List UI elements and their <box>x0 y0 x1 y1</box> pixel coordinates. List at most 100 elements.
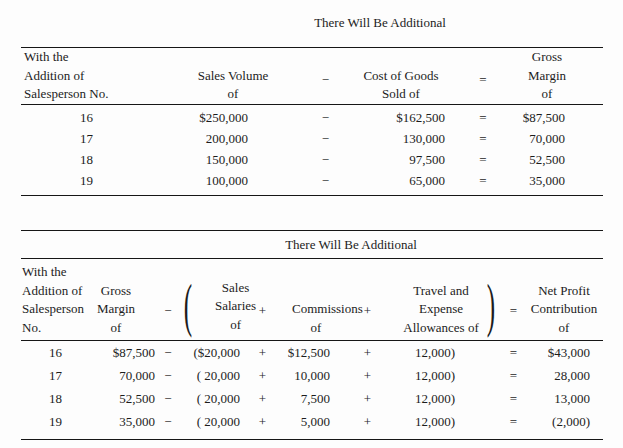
plus-operator: + <box>245 364 280 387</box>
equals-operator: = <box>451 170 515 191</box>
spacer <box>480 341 502 364</box>
cell-cost-of-goods: 130,000 <box>351 128 451 149</box>
table-row: 17 70,000 − ( 20,000 + 10,000 + 12,000) … <box>21 364 603 387</box>
spacer <box>480 387 502 410</box>
equals-operator: = <box>451 128 515 149</box>
table-row: 17 200,000 − 130,000 = 70,000 <box>21 128 603 149</box>
header-line: Salesperson No. <box>24 85 166 104</box>
table-row: 19 35,000 − ( 20,000 + 5,000 + 12,000) =… <box>21 410 603 433</box>
cell-sales-salaries: ($20,000 <box>178 341 245 364</box>
plus-operator: + <box>340 341 395 364</box>
table2-header-row: With the Addition of Salesperson No. Gro… <box>21 259 603 341</box>
header-line: Margin <box>90 300 142 319</box>
header-line: Salesperson <box>22 300 90 319</box>
plus-operator: + <box>245 410 280 433</box>
plus-operator: + <box>340 387 395 410</box>
equals-operator: = <box>502 302 525 341</box>
header-commissions: Commissions of <box>280 300 340 340</box>
cell-salesperson-no: 17 <box>21 128 166 149</box>
cell-commissions: $12,500 <box>280 341 340 364</box>
cell-sales-volume: 200,000 <box>166 128 300 149</box>
header-line: With the <box>22 263 90 282</box>
cell-salesperson-no: 16 <box>21 341 90 364</box>
cell-sales-volume: $250,000 <box>166 107 300 128</box>
minus-operator: − <box>300 149 351 170</box>
cell-travel-expense: 12,000) <box>395 364 480 387</box>
table1-title-text: There Will Be Additional <box>314 15 446 30</box>
cell-travel-expense: 12,000) <box>395 341 480 364</box>
spacer <box>480 410 502 433</box>
cell-salesperson-no: 18 <box>21 387 90 410</box>
header-travel-expense: Travel and Expense Allowances of <box>395 282 480 341</box>
minus-operator: − <box>300 107 351 128</box>
minus-operator: − <box>158 341 178 364</box>
cell-travel-expense: 12,000) <box>395 410 480 433</box>
cell-net-profit: 28,000 <box>525 364 603 387</box>
header-line: Allowances of <box>402 319 480 338</box>
cell-cost-of-goods: 65,000 <box>351 170 451 191</box>
minus-operator: − <box>158 410 178 433</box>
cell-commissions: 5,000 <box>280 410 340 433</box>
table-row: 16 $250,000 − $162,500 = $87,500 <box>21 107 603 128</box>
table2: There Will Be Additional With the Additi… <box>21 230 603 440</box>
cell-gross-margin: 35,000 <box>90 410 158 433</box>
cell-sales-salaries: ( 20,000 <box>178 387 245 410</box>
table1-header-row: With the Addition of Salesperson No. Sal… <box>21 48 603 105</box>
header-line: No. <box>22 319 90 338</box>
cell-sales-volume: 150,000 <box>166 149 300 170</box>
header-line: Sold of <box>351 85 451 104</box>
minus-operator: − <box>300 170 351 191</box>
table-row: 18 52,500 − ( 20,000 + 7,500 + 12,000) =… <box>21 387 603 410</box>
header-line: Addition of <box>22 282 90 301</box>
cell-sales-salaries: ( 20,000 <box>178 410 245 433</box>
equals-operator: = <box>502 364 525 387</box>
spacer <box>480 364 502 387</box>
plus-operator: + <box>245 341 280 364</box>
header-line: Net Profit <box>525 282 603 301</box>
minus-operator: − <box>300 71 351 106</box>
cell-gross-margin: 52,500 <box>90 387 158 410</box>
table-row: 19 100,000 − 65,000 = 35,000 <box>21 170 603 191</box>
header-salesperson-no: With the Addition of Salesperson No. <box>21 48 166 106</box>
table-row: 16 $87,500 − ($20,000 + $12,500 + 12,000… <box>21 341 603 364</box>
plus-operator: + <box>245 302 280 341</box>
equals-operator: = <box>502 387 525 410</box>
table-row: 18 150,000 − 97,500 = 52,500 <box>21 149 603 170</box>
table2-title-text: There Will Be Additional <box>285 237 417 252</box>
header-salesperson-no: With the Addition of Salesperson No. <box>21 263 90 340</box>
cell-net-profit: 13,000 <box>525 387 603 410</box>
minus-operator: − <box>158 387 178 410</box>
cell-net-profit: (2,000) <box>525 410 603 433</box>
cell-gross-margin: 70,000 <box>515 128 603 149</box>
cell-net-profit: $43,000 <box>525 341 603 364</box>
plus-operator: + <box>245 387 280 410</box>
header-line: Contribution <box>525 300 603 319</box>
cell-sales-salaries: ( 20,000 <box>178 364 245 387</box>
minus-operator: − <box>158 364 178 387</box>
plus-operator: + <box>340 302 395 341</box>
header-sales-volume: Sales Volume of <box>166 67 300 106</box>
header-line: Addition of <box>24 67 166 86</box>
header-line: Commissions <box>292 300 340 319</box>
header-line: With the <box>24 48 166 67</box>
cell-gross-margin: 35,000 <box>515 170 603 191</box>
cell-gross-margin: $87,500 <box>515 107 603 128</box>
open-paren-glyph: ( <box>184 276 192 334</box>
header-line: Gross Margin <box>515 48 579 85</box>
cell-sales-volume: 100,000 <box>166 170 300 191</box>
header-gross-margin: Gross Margin of <box>90 282 158 341</box>
header-gross-margin: Gross Margin of <box>515 48 603 106</box>
header-line: Cost of Goods <box>351 67 451 86</box>
cell-salesperson-no: 19 <box>21 410 90 433</box>
equals-operator: = <box>502 341 525 364</box>
cell-salesperson-no: 16 <box>21 107 166 128</box>
equals-operator: = <box>451 71 515 106</box>
header-line: Sales Volume <box>166 67 300 86</box>
cell-gross-margin: 52,500 <box>515 149 603 170</box>
plus-operator: + <box>340 410 395 433</box>
cell-salesperson-no: 18 <box>21 149 166 170</box>
header-line: of <box>515 85 579 104</box>
cell-commissions: 10,000 <box>280 364 340 387</box>
cell-gross-margin: 70,000 <box>90 364 158 387</box>
header-line: of <box>166 85 300 104</box>
